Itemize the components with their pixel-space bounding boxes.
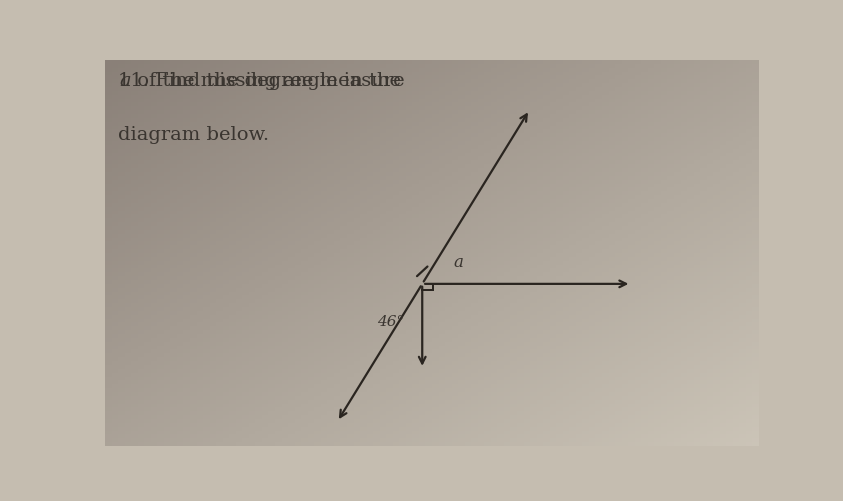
Text: a: a [454,254,463,271]
Text: 11. Find the degree measure: 11. Find the degree measure [0,500,1,501]
Text: a: a [120,72,131,90]
Text: diagram below.: diagram below. [118,126,270,144]
Text: 46°: 46° [378,316,405,330]
Text: of the missing angle in the: of the missing angle in the [131,72,401,90]
Text: 11. Find the degree measure: 11. Find the degree measure [118,72,411,90]
